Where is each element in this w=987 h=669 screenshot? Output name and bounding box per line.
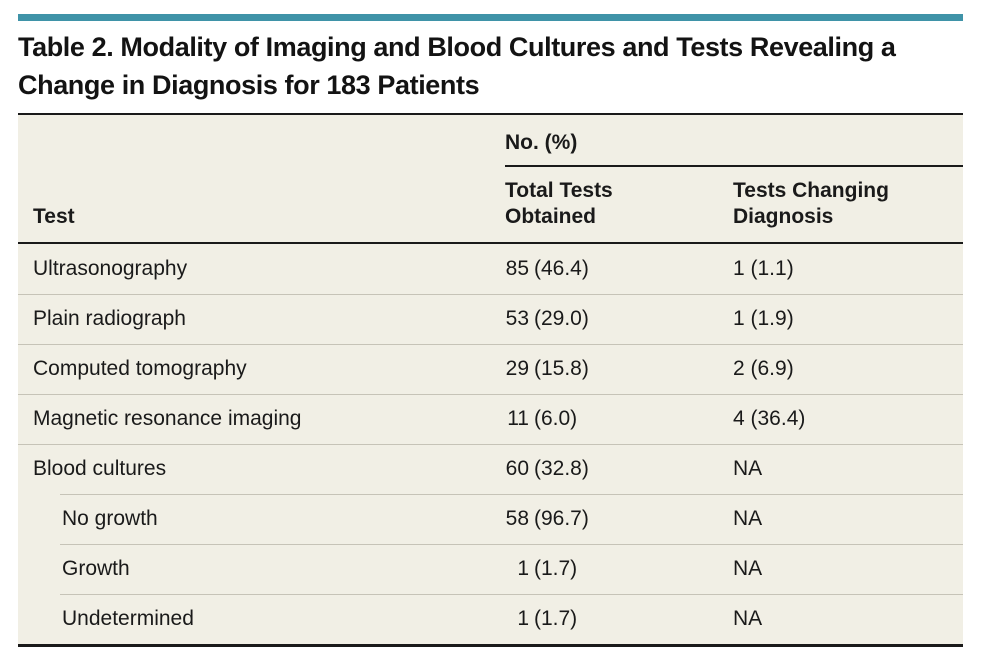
total-count: 85 [505,257,529,280]
total-count: 11 [507,407,529,430]
table-row: Ultrasonography 85 (46.4) 1 (1.1) [18,244,963,294]
group-header-spacer [18,130,505,167]
total-count: 29 [505,357,529,380]
table-row: Plain radiograph 53 (29.0) 1 (1.9) [18,294,963,344]
total-percent: (29.0) [534,307,589,330]
table-row: Computed tomography 29 (15.8) 2 (6.9) [18,344,963,394]
cell-tests-changing: NA [733,557,763,580]
total-percent: (1.7) [534,607,578,630]
table-row: Magnetic resonance imaging 11 (6.0) 4 (36.4… [18,394,963,444]
cell-total-tests: 60 (32.8) [505,457,733,481]
cell-total-tests: 1 (1.7) [505,557,733,581]
table-body: Ultrasonography 85 (46.4) 1 (1.1) Plain radi… [18,244,963,644]
cell-test-name: No growth [62,507,158,530]
cell-total-tests: 53 (29.0) [505,307,733,331]
cell-test-name: Growth [62,557,130,580]
cell-total-tests: 1 (1.7) [505,607,733,631]
table: No. (%) Test Total Tests Obtained Tests … [18,113,963,647]
cell-test-name: Blood cultures [33,457,167,480]
column-header-test: Test [33,205,75,228]
table-row: Blood cultures 60 (32.8) NA [18,444,963,494]
cell-tests-changing: 1 (1.1) [733,257,794,280]
total-percent: (15.8) [534,357,589,380]
column-header-tests-changing: Tests Changing Diagnosis [733,179,889,228]
cell-tests-changing: 1 (1.9) [733,307,794,330]
total-count: 60 [505,457,529,480]
cell-test-name: Ultrasonography [33,257,188,280]
cell-total-tests: 58 (96.7) [505,507,733,531]
group-header-row: No. (%) [18,115,963,167]
accent-bar [18,14,963,21]
total-count: 1 [517,607,529,630]
column-header-row: Test Total Tests Obtained Tests Changing… [18,167,963,242]
cell-test-name: Plain radiograph [33,307,186,330]
total-percent: (32.8) [534,457,589,480]
table-title: Table 2. Modality of Imaging and Blood C… [18,32,896,100]
total-count: 1 [517,557,529,580]
cell-total-tests: 85 (46.4) [505,257,733,281]
table-figure: Table 2. Modality of Imaging and Blood C… [18,14,963,647]
total-percent: (6.0) [534,407,578,430]
cell-tests-changing: 2 (6.9) [733,357,794,380]
group-header-no-pct: No. (%) [505,130,963,167]
total-percent: (96.7) [534,507,589,530]
table-row: Growth 1 (1.7) NA [18,544,963,594]
cell-test-name: Computed tomography [33,357,247,380]
total-percent: (46.4) [534,257,589,280]
total-count: 53 [505,307,529,330]
table-row: No growth 58 (96.7) NA [18,494,963,544]
table-row: Undetermined 1 (1.7) NA [18,594,963,644]
cell-test-name: Magnetic resonance imaging [33,407,302,430]
table-header: No. (%) Test Total Tests Obtained Tests … [18,115,963,244]
total-percent: (1.7) [534,557,578,580]
cell-tests-changing: NA [733,507,763,530]
cell-test-name: Undetermined [62,607,194,630]
cell-tests-changing: NA [733,457,763,480]
cell-tests-changing: NA [733,607,763,630]
column-header-total-tests: Total Tests Obtained [505,179,613,228]
cell-tests-changing: 4 (36.4) [733,407,806,430]
cell-total-tests: 29 (15.8) [505,357,733,381]
cell-total-tests: 11 (6.0) [505,407,733,431]
total-count: 58 [505,507,529,530]
